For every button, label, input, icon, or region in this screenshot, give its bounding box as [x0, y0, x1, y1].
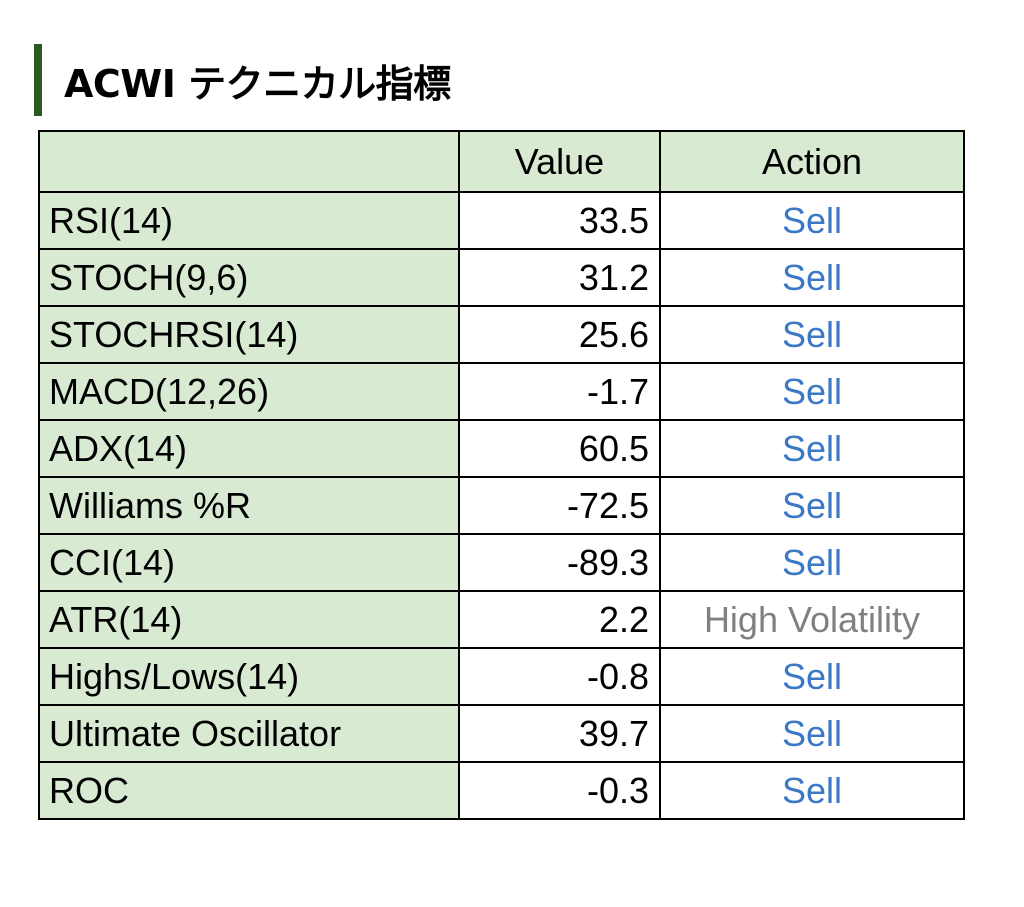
indicator-action: Sell — [659, 419, 965, 478]
table-row: Ultimate Oscillator 39.7 Sell — [38, 704, 965, 763]
page-title: ACWI テクニカル指標 — [64, 61, 451, 106]
indicator-name: Highs/Lows(14) — [38, 647, 460, 706]
indicator-value: 33.5 — [458, 191, 661, 250]
indicator-name: ATR(14) — [38, 590, 460, 649]
indicator-name: MACD(12,26) — [38, 362, 460, 421]
indicator-name: Ultimate Oscillator — [38, 704, 460, 763]
indicator-action: Sell — [659, 191, 965, 250]
table-row: ADX(14) 60.5 Sell — [38, 419, 965, 478]
indicator-action: Sell — [659, 761, 965, 820]
indicator-value: -0.8 — [458, 647, 661, 706]
indicator-action: Sell — [659, 362, 965, 421]
indicator-action: Sell — [659, 248, 965, 307]
table-row: Highs/Lows(14) -0.8 Sell — [38, 647, 965, 706]
indicator-value: 39.7 — [458, 704, 661, 763]
indicator-action: Sell — [659, 305, 965, 364]
indicator-name: ROC — [38, 761, 460, 820]
table-row: RSI(14) 33.5 Sell — [38, 191, 965, 250]
indicator-value: 60.5 — [458, 419, 661, 478]
table-row: Williams %R -72.5 Sell — [38, 476, 965, 535]
header-action: Action — [659, 130, 965, 193]
table-row: STOCHRSI(14) 25.6 Sell — [38, 305, 965, 364]
table-header-row: Value Action — [38, 130, 965, 193]
header-indicator — [38, 130, 460, 193]
indicator-value: 2.2 — [458, 590, 661, 649]
table-row: STOCH(9,6) 31.2 Sell — [38, 248, 965, 307]
indicator-name: STOCHRSI(14) — [38, 305, 460, 364]
indicator-value: 31.2 — [458, 248, 661, 307]
indicator-name: ADX(14) — [38, 419, 460, 478]
indicator-value: -72.5 — [458, 476, 661, 535]
indicator-action: Sell — [659, 704, 965, 763]
table-row: MACD(12,26) -1.7 Sell — [38, 362, 965, 421]
indicator-action: High Volatility — [659, 590, 965, 649]
indicator-action: Sell — [659, 647, 965, 706]
indicator-action: Sell — [659, 476, 965, 535]
indicator-action: Sell — [659, 533, 965, 592]
indicator-value: -89.3 — [458, 533, 661, 592]
table-row: ATR(14) 2.2 High Volatility — [38, 590, 965, 649]
title-accent-bar — [34, 44, 42, 116]
indicator-name: STOCH(9,6) — [38, 248, 460, 307]
header-value: Value — [458, 130, 661, 193]
indicator-value: 25.6 — [458, 305, 661, 364]
table-row: CCI(14) -89.3 Sell — [38, 533, 965, 592]
indicator-name: Williams %R — [38, 476, 460, 535]
table-row: ROC -0.3 Sell — [38, 761, 965, 820]
indicator-name: CCI(14) — [38, 533, 460, 592]
page-header: ACWI テクニカル指標 — [34, 44, 451, 116]
indicator-value: -0.3 — [458, 761, 661, 820]
technical-indicators-table: Value Action RSI(14) 33.5 Sell STOCH(9,6) 31… — [38, 130, 965, 820]
indicator-value: -1.7 — [458, 362, 661, 421]
indicator-name: RSI(14) — [38, 191, 460, 250]
